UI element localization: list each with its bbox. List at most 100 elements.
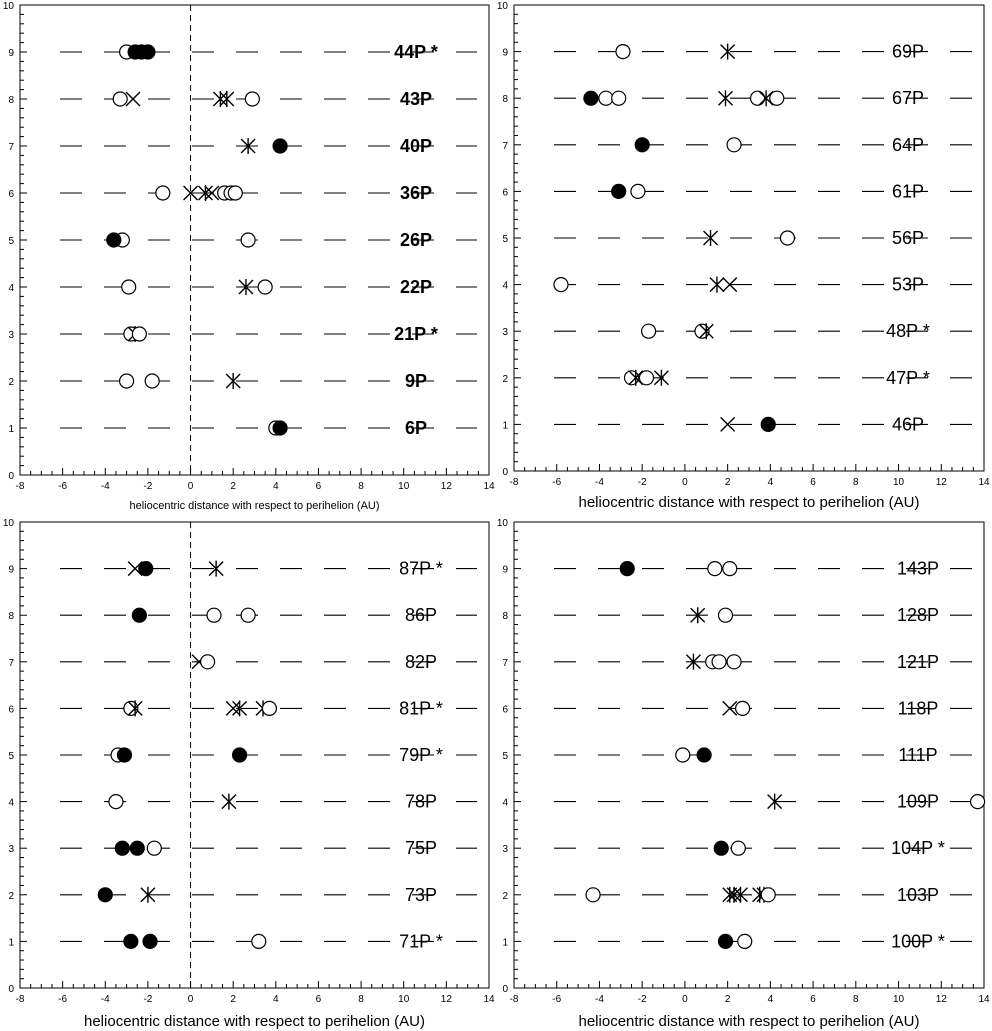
y-tick-label: 1 — [502, 937, 508, 948]
y-tick-label: 9 — [8, 565, 14, 576]
asterisk-marker — [197, 185, 213, 201]
open-circle-marker — [726, 654, 742, 670]
filled-circle-marker — [717, 933, 734, 950]
filled-circle-marker — [619, 560, 635, 577]
y-tick-label: 2 — [502, 374, 508, 385]
x-tick-label: -2 — [143, 481, 152, 492]
x-tick-label: -4 — [101, 481, 110, 492]
x-tick-label: 6 — [810, 994, 816, 1005]
open-circle-marker — [244, 91, 260, 107]
open-circle-marker — [553, 277, 569, 293]
x-tick-label: 0 — [188, 994, 194, 1005]
comet-label: 128P — [897, 605, 939, 625]
comet-label: 87P * — [399, 559, 443, 579]
asterisk-marker — [720, 43, 736, 60]
open-circle-marker — [730, 840, 746, 856]
x-tick-label: -8 — [16, 994, 25, 1005]
x-tick-label: -6 — [552, 994, 561, 1005]
comet-label: 48P * — [886, 321, 930, 341]
asterisk-marker — [219, 91, 235, 107]
x-tick-label: 10 — [398, 994, 410, 1005]
y-tick-label: 9 — [8, 48, 14, 59]
y-tick-label: 5 — [502, 234, 508, 245]
asterisk-marker — [690, 607, 706, 624]
asterisk-marker — [709, 276, 725, 293]
cross-marker — [722, 277, 738, 293]
x-tick-label: 2 — [230, 481, 236, 492]
open-circle-marker — [240, 232, 256, 248]
comet-label: 22P — [400, 277, 432, 297]
asterisk-marker — [212, 91, 228, 107]
comet-label: 100P * — [891, 931, 945, 951]
y-tick-label: 6 — [502, 704, 508, 715]
open-circle-marker — [623, 370, 640, 386]
x-tick-label: -6 — [58, 994, 67, 1005]
filled-circle-marker — [634, 137, 650, 153]
x-tick-label: 6 — [316, 994, 322, 1005]
y-tick-label: 6 — [502, 187, 508, 198]
cross-marker — [204, 185, 220, 201]
comet-label: 81P * — [399, 698, 443, 718]
x-axis-label: heliocentric distance with respect to pe… — [129, 500, 379, 512]
open-circle-marker — [112, 91, 128, 107]
open-circle-marker — [261, 700, 278, 717]
filled-circle-marker — [131, 607, 147, 623]
open-circle-marker — [144, 373, 160, 389]
open-circle-marker — [121, 279, 137, 295]
comet-label: 118P — [898, 698, 939, 718]
asterisk-marker — [221, 793, 237, 810]
comet-label: 47P * — [886, 368, 930, 388]
x-tick-label: 2 — [725, 994, 731, 1005]
x-tick-label: 14 — [978, 994, 990, 1005]
filled-circle-marker — [272, 420, 288, 436]
x-tick-label: 14 — [978, 477, 990, 488]
y-tick-label: 2 — [8, 891, 14, 902]
chart-panel-top-right: -8 -6 -4 -2 0 2 4 6 8 10 12 14012345678910heliocent… — [497, 1, 990, 511]
open-circle-marker — [240, 607, 256, 623]
y-tick-label: 8 — [502, 611, 508, 622]
comet-label: 64P — [892, 135, 924, 155]
comet-label: 6P — [405, 418, 427, 438]
cross-marker — [225, 700, 241, 716]
open-circle-marker — [206, 607, 222, 623]
y-tick-label: 10 — [497, 1, 509, 12]
x-tick-label: 0 — [682, 994, 688, 1005]
y-tick-label: 9 — [502, 48, 508, 59]
x-tick-label: 2 — [725, 477, 731, 488]
open-circle-marker — [717, 607, 734, 623]
x-tick-label: -2 — [638, 477, 647, 488]
filled-circle-marker — [123, 933, 139, 950]
asterisk-marker — [127, 700, 143, 717]
filled-circle-marker — [583, 90, 599, 106]
comet-label: 26P — [400, 230, 432, 250]
open-circle-marker — [131, 326, 147, 342]
comet-label: 9P — [405, 371, 427, 391]
y-tick-label: 0 — [502, 467, 508, 478]
asterisk-marker — [767, 793, 783, 810]
comet-label: 69P — [892, 42, 924, 62]
y-tick-label: 1 — [502, 420, 508, 431]
asterisk-marker — [758, 90, 774, 107]
comet-label: 40P — [400, 136, 432, 156]
x-tick-label: 12 — [441, 994, 453, 1005]
filled-circle-marker — [114, 840, 130, 856]
x-tick-label: 14 — [483, 481, 495, 492]
open-circle-marker — [640, 323, 657, 339]
comet-label: 43P — [400, 89, 432, 109]
asterisk-marker — [628, 369, 644, 386]
y-tick-label: 10 — [3, 518, 15, 529]
x-tick-label: -2 — [638, 994, 647, 1005]
cross-marker — [183, 185, 199, 201]
open-circle-marker — [146, 840, 162, 856]
comet-label: 86P — [405, 605, 437, 625]
open-circle-marker — [118, 373, 135, 389]
open-circle-marker — [760, 887, 776, 903]
x-tick-label: 10 — [893, 477, 905, 488]
x-tick-label: 6 — [810, 477, 816, 488]
x-tick-label: -8 — [510, 477, 519, 488]
filled-circle-marker — [97, 887, 113, 903]
open-circle-marker — [611, 90, 627, 106]
y-tick-label: 2 — [8, 377, 14, 388]
open-circle-marker — [251, 933, 267, 950]
filled-circle-marker — [272, 138, 288, 154]
